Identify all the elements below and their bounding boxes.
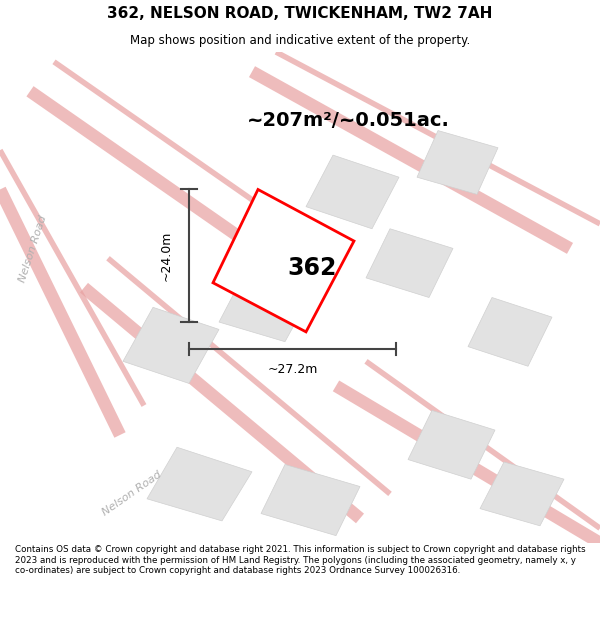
Text: Nelson Road: Nelson Road <box>101 470 163 518</box>
Text: ~24.0m: ~24.0m <box>160 231 173 281</box>
Text: Contains OS data © Crown copyright and database right 2021. This information is : Contains OS data © Crown copyright and d… <box>15 546 586 575</box>
Polygon shape <box>306 155 399 229</box>
Polygon shape <box>219 271 312 342</box>
Text: Nelson Road: Nelson Road <box>17 214 49 283</box>
Polygon shape <box>366 229 453 298</box>
Text: Map shows position and indicative extent of the property.: Map shows position and indicative extent… <box>130 34 470 47</box>
Polygon shape <box>147 448 252 521</box>
Polygon shape <box>408 411 495 479</box>
Polygon shape <box>123 308 219 383</box>
Polygon shape <box>261 464 360 536</box>
Polygon shape <box>468 298 552 366</box>
Text: ~27.2m: ~27.2m <box>268 363 317 376</box>
Text: ~207m²/~0.051ac.: ~207m²/~0.051ac. <box>247 111 449 130</box>
Text: 362, NELSON ROAD, TWICKENHAM, TW2 7AH: 362, NELSON ROAD, TWICKENHAM, TW2 7AH <box>107 6 493 21</box>
Polygon shape <box>480 462 564 526</box>
Polygon shape <box>213 189 354 332</box>
Polygon shape <box>417 131 498 194</box>
Text: 362: 362 <box>287 256 337 280</box>
